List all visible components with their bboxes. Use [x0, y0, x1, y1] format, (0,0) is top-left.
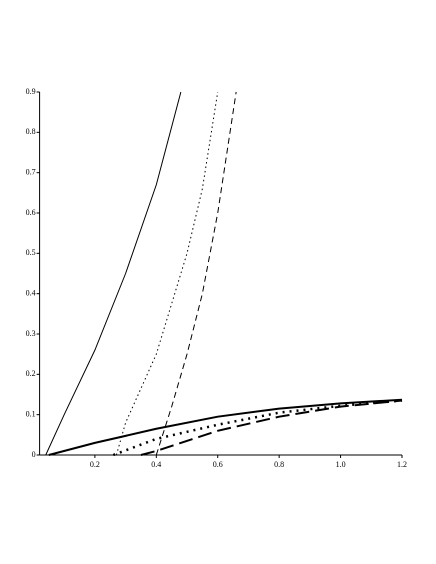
series-line [45, 91, 182, 456]
y-tick-label: 0 [32, 450, 36, 459]
y-tick-label: 0.7 [26, 167, 36, 176]
series-line [112, 399, 403, 457]
series-line [140, 399, 403, 456]
y-tick-label: 0.1 [26, 409, 36, 418]
x-tick-label: 0.8 [274, 460, 284, 469]
y-tick-label: 0.3 [26, 329, 36, 338]
y-tick-label: 0.8 [26, 127, 36, 136]
x-tick-label: 1.2 [397, 460, 407, 469]
series-line [48, 398, 403, 456]
x-tick-label: 1.0 [336, 460, 346, 469]
x-tick-label: 0.4 [151, 460, 161, 469]
series-line [115, 91, 219, 456]
series-line [155, 91, 237, 456]
y-tick-label: 0.6 [26, 208, 36, 217]
y-tick-label: 0.2 [26, 369, 36, 378]
x-tick-label: 0.2 [90, 460, 100, 469]
x-tick-label: 0.6 [213, 460, 223, 469]
y-tick-label: 0.4 [26, 288, 36, 297]
y-tick-label: 0.5 [26, 248, 36, 257]
y-tick-label: 0.9 [26, 87, 36, 96]
